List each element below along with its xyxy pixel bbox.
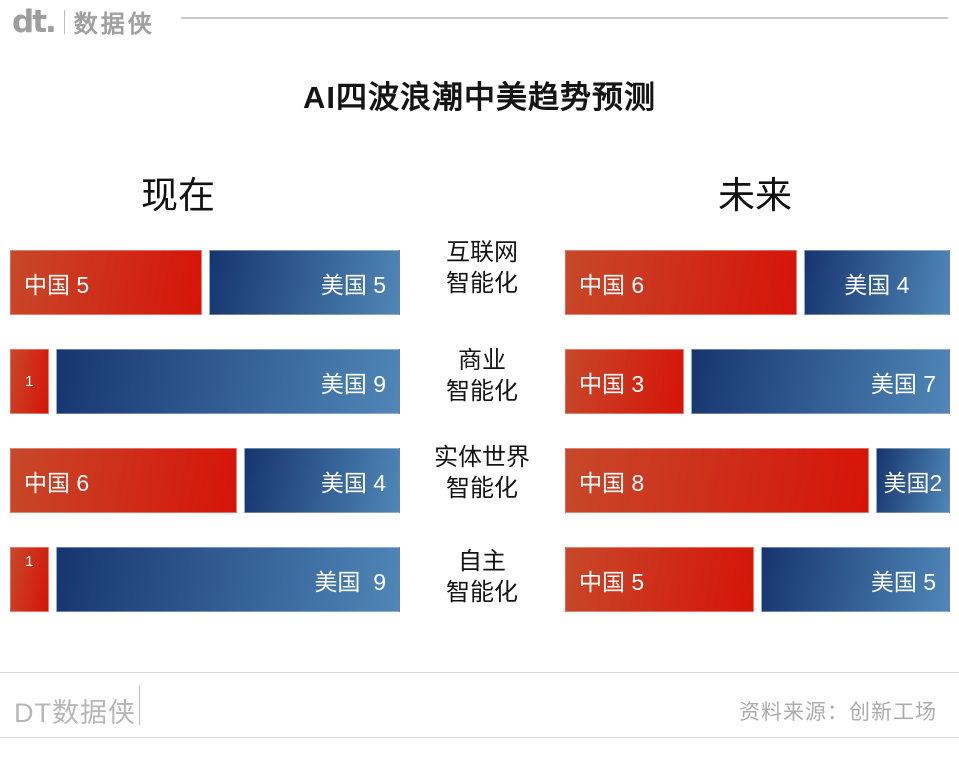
bar-value-label: 美国 9	[314, 568, 386, 595]
bar-segment-china: 中国 5	[10, 250, 202, 315]
bar-value-label: 美国 4	[320, 469, 386, 496]
logo-text: 数据侠	[73, 11, 155, 38]
bar-value-label: 中国 5	[24, 271, 90, 298]
category-label: 商业 智能化	[399, 343, 565, 408]
logo-divider	[63, 9, 65, 34]
brand-logo: dt. 数据侠	[12, 4, 155, 39]
bar-segment-china: 中国 3	[565, 349, 685, 414]
bar-value-label: 美国 9	[320, 370, 386, 397]
category-label: 互联网 智能化	[399, 235, 565, 300]
bar-segment-usa: 美国 5	[761, 547, 950, 612]
bar-row: 中国 3 美国 7	[565, 349, 950, 414]
bar-segment-china: 中国 6	[565, 250, 797, 315]
panel-header-now: 现在	[141, 175, 215, 216]
bar-value-label: 中国 3	[579, 370, 645, 397]
bar-value-label: 中国 6	[24, 469, 90, 496]
footer-divider	[139, 686, 140, 725]
bars-panel-now: 中国 5 美国 5 1 美国 9 中国 6 美国 4 1 美国 9	[10, 250, 400, 612]
bar-value-label: 1	[25, 373, 34, 390]
bar-segment-china: 中国 6	[10, 448, 237, 513]
bar-value-label: 美国 7	[870, 370, 936, 397]
category-label-line: 自主	[458, 547, 506, 575]
category-label-line: 商业	[458, 346, 506, 374]
category-labels: 互联网 智能化 商业 智能化 实体世界 智能化 自主 智能化	[399, 239, 565, 612]
dt-logo-icon: dt.	[12, 3, 57, 40]
chart-title: AI四波浪潮中美趋势预测	[303, 80, 656, 115]
category-label-line: 智能化	[446, 269, 518, 297]
bar-segment-usa: 美国 9	[55, 547, 400, 612]
category-label: 实体世界 智能化	[399, 440, 565, 505]
bar-segment-usa: 美国 4	[803, 250, 950, 315]
bar-segment-usa: 美国 7	[691, 349, 950, 414]
bar-row: 中国 6 美国 4	[10, 448, 400, 513]
bar-row: 1 美国 9	[10, 547, 400, 612]
category-label-line: 智能化	[446, 377, 518, 405]
category-label-line: 实体世界	[434, 443, 530, 471]
bar-segment-china: 1	[10, 349, 49, 414]
bar-value-label: 美国 4	[844, 271, 910, 298]
category-label-line: 智能化	[446, 578, 518, 606]
bar-value-label: 中国 8	[579, 469, 645, 496]
category-label: 自主 智能化	[399, 544, 565, 609]
bar-row: 中国 8 美国2	[565, 448, 950, 513]
bar-value-label: 中国 6	[579, 271, 645, 298]
footer-brand: DT数据侠	[14, 698, 136, 728]
category-label-line: 智能化	[446, 474, 518, 502]
bar-segment-china: 中国 8	[565, 448, 869, 513]
header-rule	[181, 17, 948, 19]
bars-panel-future: 中国 6 美国 4 中国 3 美国 7 中国 8 美国2 中国 5 美国 5	[565, 250, 950, 612]
bar-row: 中国 5 美国 5	[10, 250, 400, 315]
footer-rule-top	[0, 672, 959, 673]
bar-value-label: 1	[25, 553, 34, 570]
bar-value-label: 美国 5	[320, 271, 386, 298]
bar-value-label: 中国 5	[579, 568, 645, 595]
bar-segment-china: 1	[10, 547, 49, 612]
footer-rule-bottom	[0, 737, 959, 738]
bar-segment-usa: 美国2	[875, 448, 950, 513]
footer-source: 资料来源：创新工场	[739, 701, 937, 724]
bar-row: 1 美国 9	[10, 349, 400, 414]
bar-value-label: 美国 5	[870, 568, 936, 595]
bar-value-label: 美国2	[883, 469, 943, 496]
bar-row: 中国 6 美国 4	[565, 250, 950, 315]
category-label-line: 互联网	[446, 238, 518, 266]
bar-segment-usa: 美国 5	[208, 250, 400, 315]
bar-segment-usa: 美国 9	[55, 349, 400, 414]
bar-segment-china: 中国 5	[565, 547, 754, 612]
bar-row: 中国 5 美国 5	[565, 547, 950, 612]
bar-segment-usa: 美国 4	[243, 448, 400, 513]
panel-header-future: 未来	[718, 175, 792, 216]
